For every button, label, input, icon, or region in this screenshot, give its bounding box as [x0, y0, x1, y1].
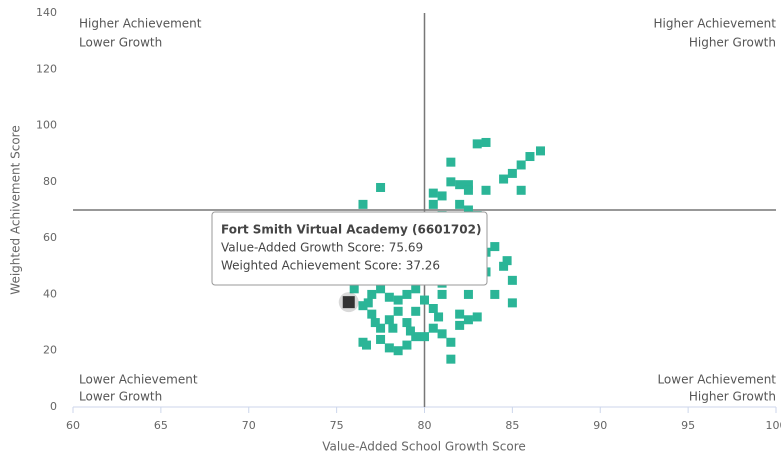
point — [362, 340, 372, 350]
point — [463, 180, 473, 190]
point — [455, 199, 465, 209]
point — [434, 312, 444, 322]
y-tick-label: 80 — [43, 175, 57, 188]
point — [411, 332, 421, 342]
point — [402, 340, 412, 350]
point — [358, 199, 368, 209]
point — [437, 329, 447, 339]
highlight-point — [342, 296, 355, 309]
tooltip-line: Value-Added Growth Score: 75.69 — [221, 241, 423, 255]
point — [370, 318, 380, 328]
y-axis-label: Weighted Achivement Score — [9, 125, 23, 294]
point — [405, 326, 415, 336]
point — [376, 182, 386, 192]
point — [463, 315, 473, 325]
point — [437, 191, 447, 201]
point — [463, 289, 473, 299]
point — [402, 318, 412, 328]
y-tick-label: 100 — [36, 119, 57, 132]
point — [384, 315, 394, 325]
tooltip: Fort Smith Virtual Academy (6601702) Val… — [211, 211, 488, 286]
point — [428, 188, 438, 198]
point — [393, 295, 403, 305]
quadrant-label: Lower Growth — [79, 36, 162, 50]
point — [384, 343, 394, 353]
point — [358, 301, 368, 311]
point — [384, 292, 394, 302]
point — [446, 354, 456, 364]
y-tick-label: 140 — [36, 6, 57, 19]
tooltip-title: Fort Smith Virtual Academy (6601702) — [221, 223, 481, 237]
point — [516, 160, 526, 170]
point — [507, 168, 517, 178]
x-tick-label: 60 — [66, 419, 80, 432]
point — [367, 309, 377, 319]
quadrant-label: Higher Growth — [689, 36, 776, 50]
point — [535, 146, 545, 156]
point — [428, 199, 438, 209]
x-tick-label: 80 — [418, 419, 432, 432]
point — [411, 284, 421, 294]
point — [446, 337, 456, 347]
point — [490, 242, 500, 252]
point — [411, 306, 421, 316]
point — [428, 323, 438, 333]
x-tick-label: 100 — [766, 419, 781, 432]
y-tick-label: 0 — [50, 400, 57, 413]
x-tick-label: 65 — [154, 419, 168, 432]
point — [402, 289, 412, 299]
point — [455, 320, 465, 330]
point — [428, 304, 438, 313]
x-tick-label: 95 — [681, 419, 695, 432]
point — [455, 309, 465, 319]
point — [363, 298, 373, 308]
point — [507, 275, 517, 285]
y-tick-label: 120 — [36, 62, 57, 75]
x-tick-label: 75 — [330, 419, 344, 432]
quadrant-label: Lower Achievement — [79, 373, 198, 387]
point — [463, 185, 473, 195]
tooltip-box — [211, 211, 488, 286]
point — [388, 323, 398, 333]
point — [525, 152, 535, 162]
point — [481, 137, 491, 147]
x-tick-label: 70 — [242, 419, 256, 432]
point — [376, 323, 386, 333]
quadrant-label: Lower Achievement — [657, 373, 776, 387]
quadrant-label: Higher Achievement — [79, 17, 202, 31]
point — [490, 289, 500, 299]
point — [472, 312, 482, 322]
point — [463, 205, 473, 215]
x-axis-label: Value-Added School Growth Score — [322, 440, 526, 454]
y-tick-label: 40 — [43, 287, 57, 300]
y-tick-label: 20 — [43, 344, 57, 357]
quadrant-label: Higher Achievement — [654, 17, 777, 31]
point — [376, 284, 386, 294]
quadrant-label: Higher Growth — [689, 390, 776, 404]
point — [481, 185, 491, 195]
point — [437, 289, 447, 299]
point — [516, 185, 526, 195]
point — [393, 306, 403, 316]
point — [499, 174, 509, 184]
point — [349, 284, 359, 294]
point — [420, 295, 429, 305]
tooltip-line: Weighted Achievement Score: 37.26 — [221, 259, 440, 273]
y-tick-label: 60 — [43, 231, 57, 244]
point — [502, 256, 512, 266]
point — [472, 139, 482, 149]
quadrant-label: Lower Growth — [79, 390, 162, 404]
x-tick-label: 90 — [593, 419, 607, 432]
point — [420, 332, 429, 342]
point — [446, 177, 456, 187]
point — [507, 298, 517, 308]
point — [446, 157, 456, 167]
point — [376, 334, 386, 344]
point — [367, 289, 377, 299]
point — [393, 346, 403, 356]
x-tick-label: 85 — [505, 419, 519, 432]
point — [455, 180, 465, 190]
point — [499, 261, 509, 271]
